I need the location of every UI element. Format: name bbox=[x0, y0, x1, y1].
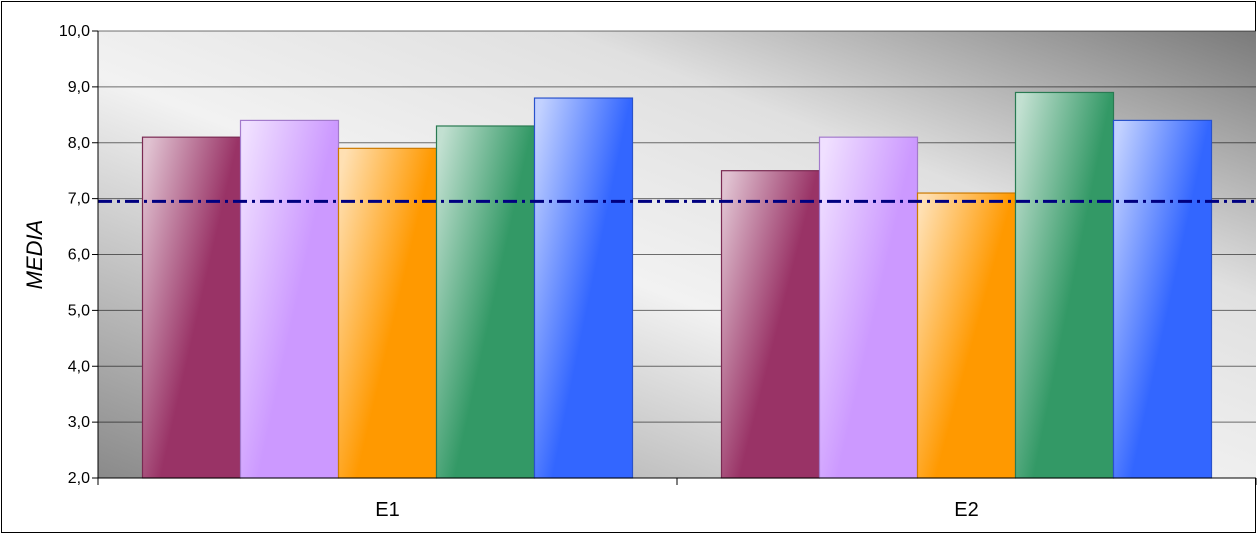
x-category-label: E2 bbox=[954, 499, 978, 521]
bar-e2-series-3 bbox=[916, 192, 1017, 479]
y-tick-label: 3,0 bbox=[68, 414, 90, 431]
bar-e2-series-5 bbox=[1112, 119, 1213, 479]
bar-e2-series-4 bbox=[1014, 91, 1115, 479]
bar-e2-series-2 bbox=[818, 136, 919, 479]
y-tick-label: 9,0 bbox=[68, 79, 90, 96]
x-category-labels: E1 E2 bbox=[375, 499, 978, 521]
bar-e1-series-2 bbox=[239, 119, 340, 479]
y-tick-label: 10,0 bbox=[59, 23, 90, 40]
y-tick-label: 5,0 bbox=[68, 302, 90, 319]
bars bbox=[141, 91, 1213, 479]
bar-e1-series-3 bbox=[337, 147, 438, 479]
y-tick-label: 2,0 bbox=[68, 470, 90, 487]
bar-e1-series-1 bbox=[141, 136, 242, 479]
bar-e1-series-4 bbox=[435, 125, 536, 479]
bar-e1-series-5 bbox=[533, 97, 634, 479]
y-tick-label: 8,0 bbox=[68, 135, 90, 152]
x-category-label: E1 bbox=[375, 499, 399, 521]
bar-e2-series-1 bbox=[720, 170, 821, 479]
y-tick-labels: 2,0 3,0 4,0 5,0 6,0 7,0 8,0 9,0 10,0 bbox=[59, 23, 90, 487]
y-tick-label: 7,0 bbox=[68, 191, 90, 208]
y-tick-label: 6,0 bbox=[68, 247, 90, 264]
axes bbox=[92, 30, 1257, 485]
y-tick-label: 4,0 bbox=[68, 358, 90, 375]
y-axis-title: MEDIA bbox=[22, 220, 47, 290]
